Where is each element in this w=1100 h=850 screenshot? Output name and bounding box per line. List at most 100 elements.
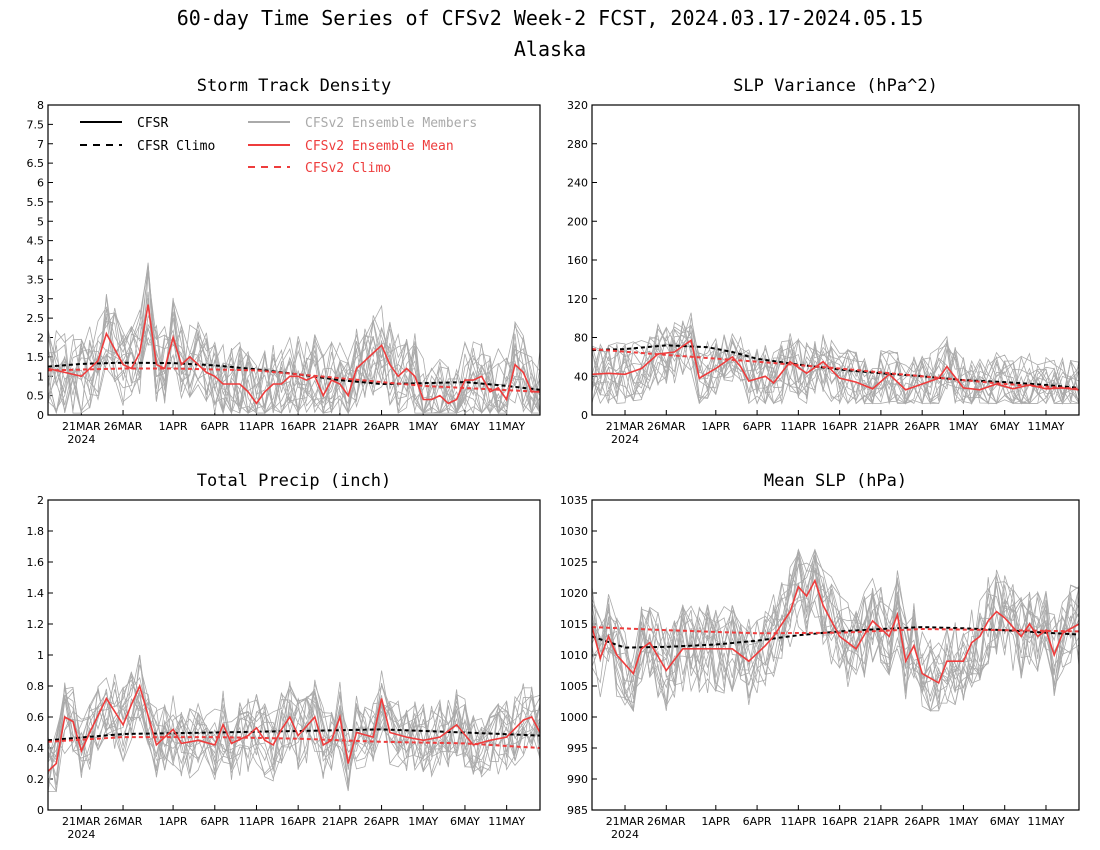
x-year-label: 2024 [611, 433, 639, 446]
panel-4: Mean SLP (hPa) 985 990 995 1000 1005 1010 1015 1… [560, 471, 1080, 841]
y-tick-label: 40 [574, 370, 588, 383]
y-tick-label: 2.5 [27, 312, 45, 325]
panel-title: Total Precip (inch) [197, 471, 391, 491]
cfsr-climo-line [591, 344, 1080, 389]
y-tick-label: 0.5 [27, 390, 45, 403]
y-tick-label: 990 [567, 773, 588, 786]
y-tick-label: 6.5 [27, 157, 45, 170]
y-tick-label: 3.5 [27, 273, 45, 286]
y-tick-label: 4 [37, 254, 44, 267]
ensemble-member-line [47, 689, 541, 793]
y-tick-label: 2 [37, 332, 44, 345]
x-year-label: 2024 [611, 828, 639, 841]
x-tick-label: 11MAY [488, 815, 525, 828]
ensemble-member-line [591, 558, 1080, 713]
ensemble-members-group [591, 312, 1080, 405]
ensemble-member-line [47, 671, 541, 792]
y-tick-label: 0.6 [27, 711, 45, 724]
ensemble-member-line [47, 654, 541, 790]
panel-2: SLP Variance (hPa^2) 0 40 80 120 160 200 240 280… [567, 76, 1080, 446]
ensemble-member-line [591, 552, 1080, 707]
y-tick-label: 6 [37, 177, 44, 190]
x-tick-label: 26MAR [647, 420, 686, 433]
x-tick-label: 26MAR [104, 815, 143, 828]
x-year-label: 2024 [67, 433, 95, 446]
ensemble-member-line [591, 317, 1080, 405]
y-tick-label: 3 [37, 293, 44, 306]
main-title: 60-day Time Series of CFSv2 Week-2 FCST,… [177, 6, 924, 30]
ensemble-member-line [591, 335, 1080, 405]
y-tick-label: 120 [567, 293, 588, 306]
ensemble-member-line [591, 322, 1080, 405]
cfsv2-ensemble-mean-line [591, 578, 1080, 685]
y-tick-label: 80 [574, 332, 588, 345]
y-tick-label: 4.5 [27, 235, 45, 248]
y-tick-label: 1010 [560, 649, 588, 662]
panels-group: Storm Track Density 0 0.5 1 1.5 2 2.5 3 3.5 4 4.5 5… [27, 76, 1080, 841]
ensemble-member-line [591, 323, 1080, 405]
x-tick-label: 21APR [322, 420, 358, 433]
y-tick-label: 1035 [560, 494, 588, 507]
y-tick-label: 160 [567, 254, 588, 267]
y-tick-label: 5 [37, 215, 44, 228]
x-tick-label: 26APR [364, 815, 400, 828]
y-tick-label: 320 [567, 99, 588, 112]
x-tick-label: 16APR [822, 420, 858, 433]
cfsv2-climo-line [591, 626, 1080, 635]
x-tick-label: 11MAY [1028, 815, 1065, 828]
legend: CFSR CFSR Climo CFSv2 Ensemble Members CFSv… [80, 116, 477, 176]
x-tick-label: 21MAR [606, 420, 645, 433]
y-tick-label: 1.2 [27, 618, 45, 631]
y-tick-label: 0 [37, 409, 44, 422]
y-tick-label: 985 [567, 804, 588, 817]
plot-frame [47, 499, 541, 811]
x-tick-label: 16APR [280, 420, 316, 433]
ensemble-member-line [47, 262, 541, 415]
x-tick-label: 6MAY [450, 420, 480, 433]
cfsv2-ensemble-mean-line [47, 304, 540, 405]
panel-title: Mean SLP (hPa) [764, 471, 907, 491]
y-tick-label: 1025 [560, 556, 588, 569]
x-tick-label: 11APR [780, 420, 816, 433]
y-tick-label: 1020 [560, 587, 588, 600]
y-tick-label: 7 [37, 138, 44, 151]
legend-label: CFSv2 Climo [305, 161, 391, 176]
y-tick-label: 1005 [560, 680, 588, 693]
ensemble-member-line [591, 562, 1080, 704]
panel-1: Storm Track Density 0 0.5 1 1.5 2 2.5 3 3.5 4 4.5 5… [27, 76, 541, 446]
y-tick-label: 0 [37, 804, 44, 817]
ensemble-member-line [47, 294, 541, 415]
x-tick-label: 6MAY [990, 420, 1020, 433]
ensemble-member-line [47, 303, 540, 415]
x-tick-label: 1MAY [408, 815, 438, 828]
x-tick-label: 11APR [239, 420, 275, 433]
cfsv2-ensemble-mean-line [591, 339, 1080, 391]
y-tick-label: 995 [567, 742, 588, 755]
ensemble-member-line [591, 558, 1080, 713]
x-tick-label: 1MAY [948, 815, 978, 828]
x-tick-label: 1MAY [948, 420, 978, 433]
x-tick-label: 6APR [200, 815, 229, 828]
ensemble-member-line [591, 549, 1080, 705]
x-tick-label: 16APR [280, 815, 316, 828]
x-tick-label: 11MAY [1028, 420, 1065, 433]
x-tick-label: 21APR [863, 815, 899, 828]
y-tick-label: 1 [37, 370, 44, 383]
x-tick-label: 21MAR [62, 420, 101, 433]
legend-label: CFSv2 Ensemble Members [305, 116, 477, 131]
y-tick-label: 7.5 [27, 118, 45, 131]
x-tick-label: 1APR [159, 815, 188, 828]
y-tick-label: 1015 [560, 618, 588, 631]
x-tick-label: 1APR [701, 420, 730, 433]
y-tick-label: 0.4 [27, 742, 45, 755]
legend-label: CFSR Climo [137, 139, 215, 154]
y-tick-label: 1.5 [27, 351, 45, 364]
y-tick-label: 1000 [560, 711, 588, 724]
x-tick-label: 21APR [863, 420, 899, 433]
y-tick-label: 0.8 [27, 680, 45, 693]
x-tick-label: 26APR [904, 815, 940, 828]
x-tick-label: 1APR [159, 420, 188, 433]
ensemble-member-line [591, 320, 1079, 405]
legend-label: CFSv2 Ensemble Mean [305, 139, 454, 154]
